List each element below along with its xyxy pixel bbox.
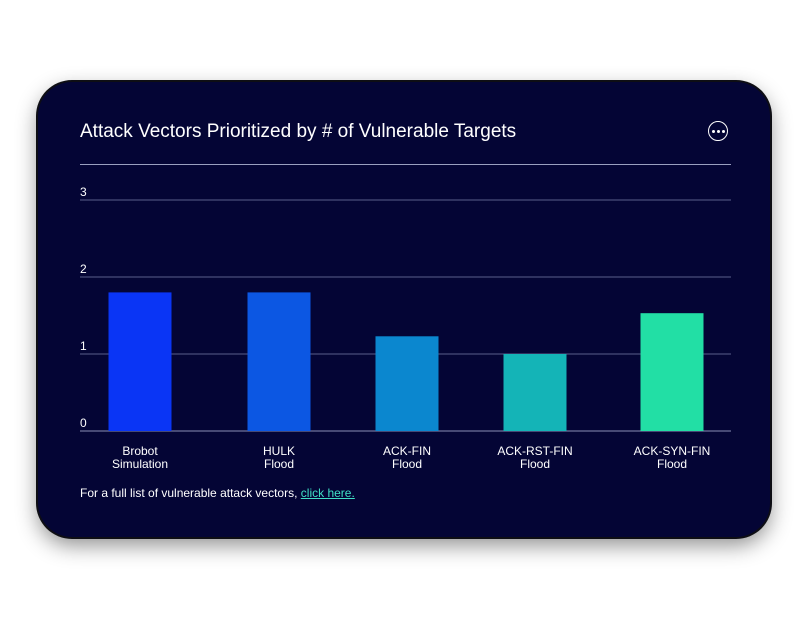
x-tick-label-line: Flood xyxy=(264,457,294,471)
x-tick-label: Brobot Simulation xyxy=(112,444,168,471)
x-tick-label-line: ACK-FIN xyxy=(383,444,431,458)
bar xyxy=(108,292,172,431)
more-dot xyxy=(721,129,725,133)
x-tick-label-line: HULK xyxy=(263,444,295,458)
bar xyxy=(375,336,439,431)
chart-title: Attack Vectors Prioritized by # of Vulne… xyxy=(80,121,517,142)
footer-text: For a full list of vulnerable attack vec… xyxy=(80,486,298,500)
x-tick-label-line: Flood xyxy=(657,457,687,471)
x-tick-label: HULK Flood xyxy=(263,444,295,471)
x-tick-label-line: Brobot xyxy=(122,444,158,458)
y-tick-label: 3 xyxy=(80,185,87,199)
more-options-icon[interactable] xyxy=(708,121,728,141)
x-tick-label-line: Simulation xyxy=(112,457,168,471)
y-tick-label: 1 xyxy=(80,339,87,353)
x-tick-label-line: Flood xyxy=(520,457,550,471)
more-dot xyxy=(711,129,715,133)
x-tick-label: ACK-RST-FIN Flood xyxy=(497,444,572,471)
vulnerable-vectors-link[interactable]: click here. xyxy=(300,486,355,500)
x-tick-label-line: ACK-SYN-FIN xyxy=(634,444,711,458)
footer-note: For a full list of vulnerable attack vec… xyxy=(80,486,355,500)
y-tick-label: 2 xyxy=(80,262,87,276)
y-tick-label: 0 xyxy=(80,416,87,430)
x-tick-label-line: Flood xyxy=(392,457,422,471)
title-divider xyxy=(80,164,731,165)
x-tick-label-line: ACK-RST-FIN xyxy=(497,444,572,458)
bar xyxy=(640,313,704,431)
x-tick-label: ACK-SYN-FIN Flood xyxy=(634,444,711,471)
bar xyxy=(247,292,311,431)
bar xyxy=(503,354,567,431)
more-dot xyxy=(716,129,720,133)
x-tick-label: ACK-FIN Flood xyxy=(383,444,431,471)
